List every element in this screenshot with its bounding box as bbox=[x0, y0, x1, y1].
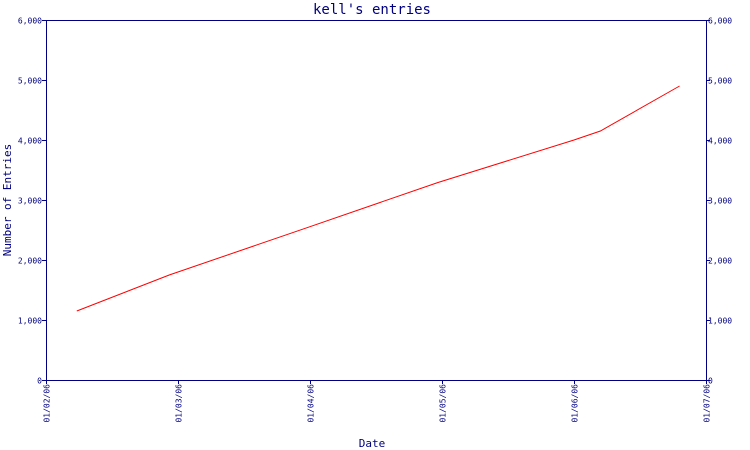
chart-title: kell's entries bbox=[313, 2, 431, 18]
y-tick-label-right: 1,000 bbox=[708, 317, 732, 326]
y-tick-label-right: 2,000 bbox=[708, 257, 732, 266]
y-tick-label-right: 0 bbox=[708, 377, 713, 386]
y-axis-label: Number of Entries bbox=[1, 144, 14, 257]
y-tick-label: 3,000 bbox=[18, 197, 42, 206]
y-tick-label: 0 bbox=[37, 377, 42, 386]
y-tick-label-right: 4,000 bbox=[708, 137, 732, 146]
data-point bbox=[305, 228, 306, 229]
x-tick-label: 01/04/06 bbox=[307, 384, 316, 423]
plot-frame bbox=[46, 20, 707, 381]
y-tick-label: 6,000 bbox=[18, 17, 42, 26]
y-tick-label-right: 6,000 bbox=[708, 17, 732, 26]
data-point bbox=[574, 140, 575, 141]
y-tick-label: 1,000 bbox=[18, 317, 42, 326]
right-y-axis: 0 1,000 2,000 3,000 4,000 5,000 6,000 bbox=[706, 17, 732, 386]
series-layer bbox=[76, 85, 680, 312]
y-tick-label-right: 5,000 bbox=[708, 77, 732, 86]
data-point bbox=[169, 275, 170, 276]
series-line bbox=[76, 85, 680, 312]
data-point bbox=[437, 182, 438, 183]
data-point bbox=[76, 311, 77, 312]
y-tick-label: 5,000 bbox=[18, 77, 42, 86]
y-tick-label-right: 3,000 bbox=[708, 197, 732, 206]
y-tick-label: 2,000 bbox=[18, 257, 42, 266]
x-tick-label: 01/02/06 bbox=[43, 384, 52, 423]
data-point bbox=[600, 131, 601, 132]
x-tick-label: 01/07/06 bbox=[703, 384, 712, 423]
x-tick-label: 01/06/06 bbox=[571, 384, 580, 423]
x-tick-label: 01/05/06 bbox=[439, 384, 448, 423]
left-y-axis: 0 1,000 2,000 3,000 4,000 5,000 6,000 bbox=[18, 17, 46, 386]
x-axis: 01/02/06 01/03/06 01/04/06 01/05/06 01/06/06… bbox=[43, 380, 712, 423]
y-tick-label: 4,000 bbox=[18, 137, 42, 146]
data-point bbox=[679, 86, 680, 87]
x-axis-label: Date bbox=[359, 437, 386, 450]
x-tick-label: 01/03/06 bbox=[175, 384, 184, 423]
